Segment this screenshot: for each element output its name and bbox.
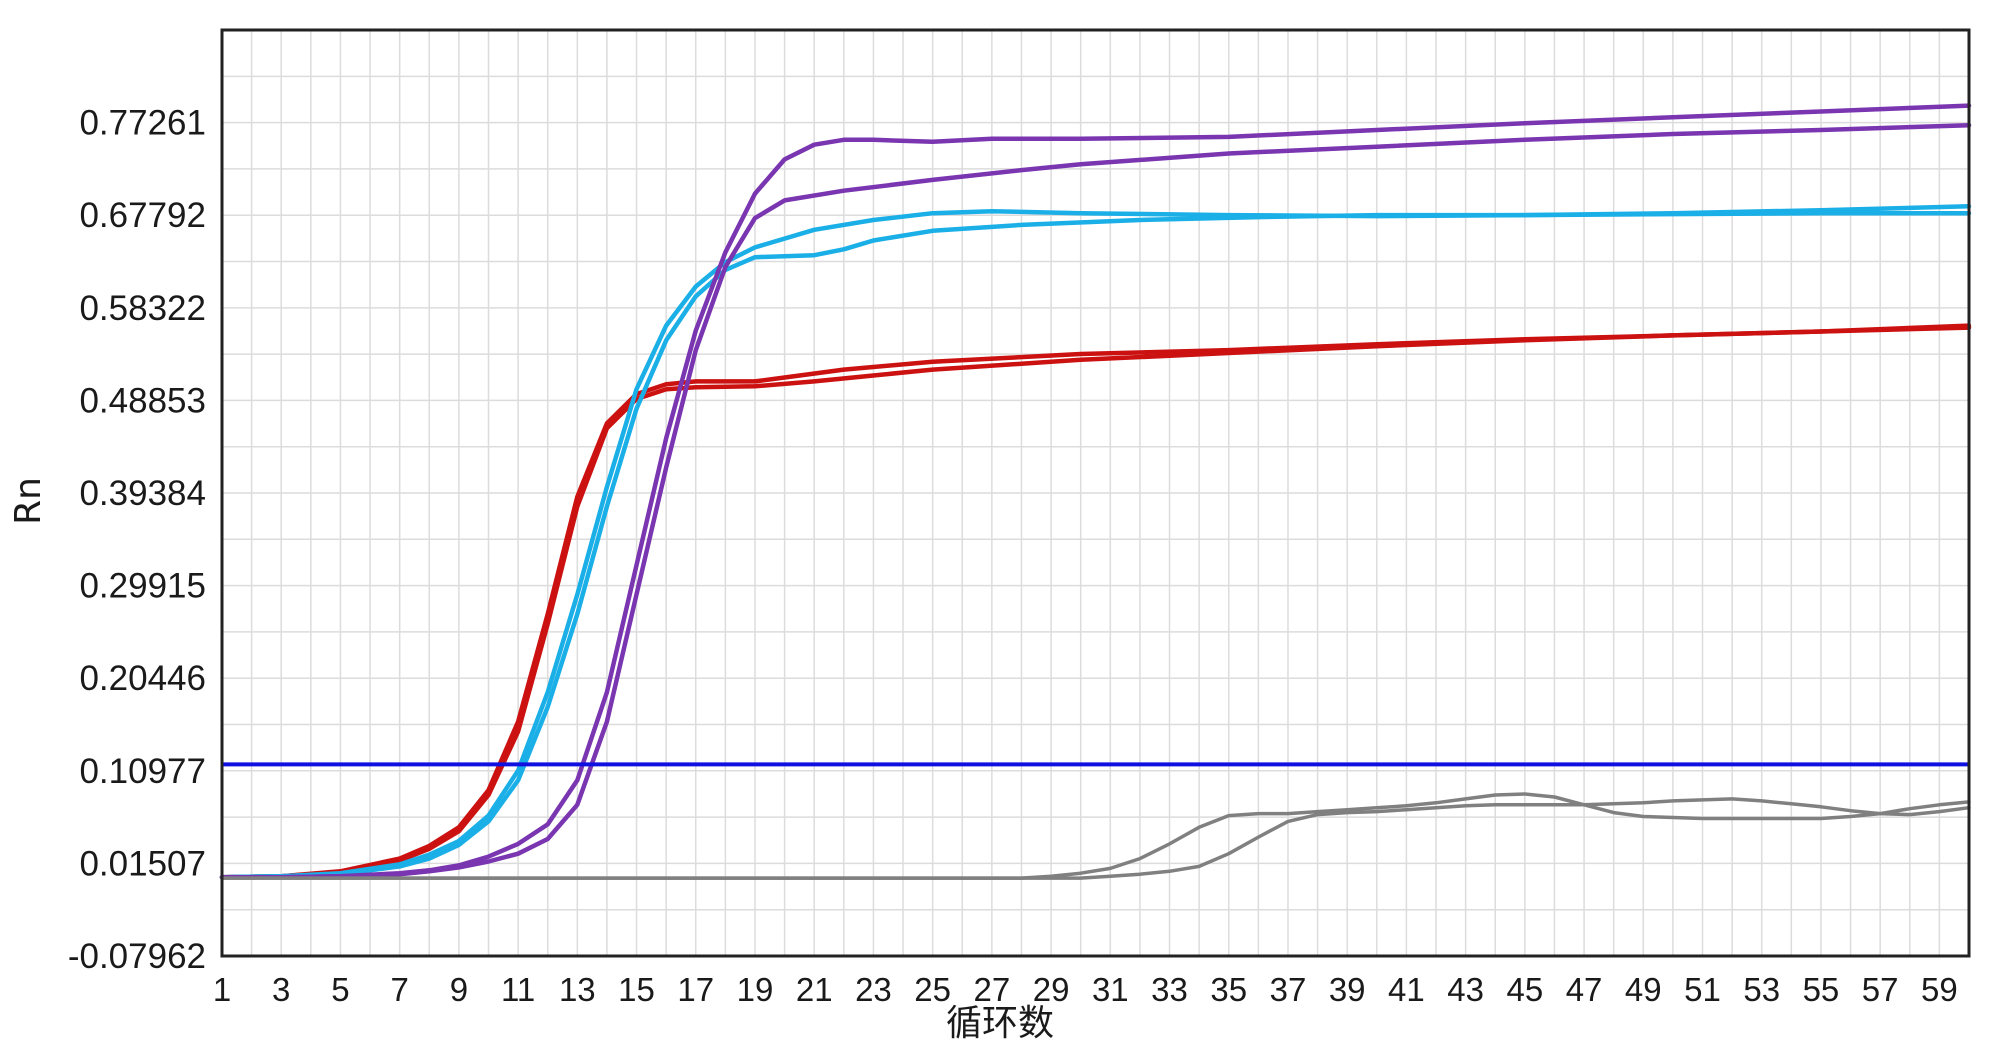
x-tick-label: 57 [1862, 971, 1899, 1008]
x-tick-label: 7 [390, 971, 408, 1008]
x-axis-label: 循环数 [946, 1003, 1054, 1044]
x-tick-label: 27 [974, 971, 1011, 1008]
x-tick-label: 17 [677, 971, 714, 1008]
x-tick-label: 41 [1388, 971, 1425, 1008]
x-tick-label: 45 [1506, 971, 1543, 1008]
y-tick-labels: -0.07962 0.01507 0.10977 0.20446 0.29915 0.39… [68, 104, 206, 976]
plot-frame [220, 28, 1971, 958]
x-tick-label: 37 [1270, 971, 1307, 1008]
x-tick-label: 15 [618, 971, 655, 1008]
x-tick-label: 43 [1447, 971, 1484, 1008]
x-tick-label: 35 [1210, 971, 1247, 1008]
x-tick-label: 53 [1743, 971, 1780, 1008]
series-line-red-2 [219, 323, 1972, 880]
x-tick-label: 33 [1151, 971, 1188, 1008]
x-tick-label: 13 [559, 971, 596, 1008]
series-line-gray-7 [220, 792, 1971, 880]
x-tick-label: 31 [1092, 971, 1129, 1008]
y-tick-label: 0.77261 [79, 104, 206, 143]
y-tick-label: 0.67792 [79, 196, 206, 235]
y-tick-label: 0.39384 [79, 474, 206, 513]
x-tick-label: 49 [1625, 971, 1662, 1008]
x-tick-label: 55 [1803, 971, 1840, 1008]
series-line-cyan-3 [219, 204, 1972, 880]
x-tick-label: 29 [1033, 971, 1070, 1008]
x-tick-label: 47 [1566, 971, 1603, 1008]
x-tick-label: 39 [1329, 971, 1366, 1008]
y-axis-label: Rn [8, 477, 49, 525]
y-tick-label: 0.29915 [79, 567, 206, 606]
series-line-purple-6 [219, 122, 1972, 880]
x-tick-labels: 1 3 5 7 9 11 13 15 17 19 21 23 25 27 29 31 33 35 37 39 41 43 4… [213, 971, 1958, 1008]
x-tick-label: 9 [450, 971, 468, 1008]
y-tick-label: 0.20446 [79, 659, 206, 698]
x-tick-label: 11 [501, 971, 535, 1008]
y-tick-label: 0.10977 [79, 752, 206, 791]
x-tick-label: 21 [796, 971, 833, 1008]
x-tick-label: 1 [213, 971, 231, 1008]
x-tick-label: 5 [331, 971, 349, 1008]
x-tick-label: 3 [272, 971, 290, 1008]
x-tick-label: 23 [855, 971, 892, 1008]
x-tick-label: 51 [1684, 971, 1721, 1008]
series-line-red-1 [219, 325, 1972, 880]
series-group [219, 103, 1972, 880]
x-tick-label: 25 [914, 971, 951, 1008]
series-line-cyan-4 [219, 210, 1972, 880]
y-tick-label: 0.48853 [79, 381, 206, 420]
series-line-gray-8 [220, 797, 1971, 880]
y-tick-label: 0.01507 [79, 844, 206, 883]
x-tick-label: 59 [1921, 971, 1958, 1008]
y-tick-label: 0.58322 [79, 289, 206, 328]
y-tick-label: -0.07962 [68, 937, 206, 976]
x-tick-label: 19 [737, 971, 774, 1008]
